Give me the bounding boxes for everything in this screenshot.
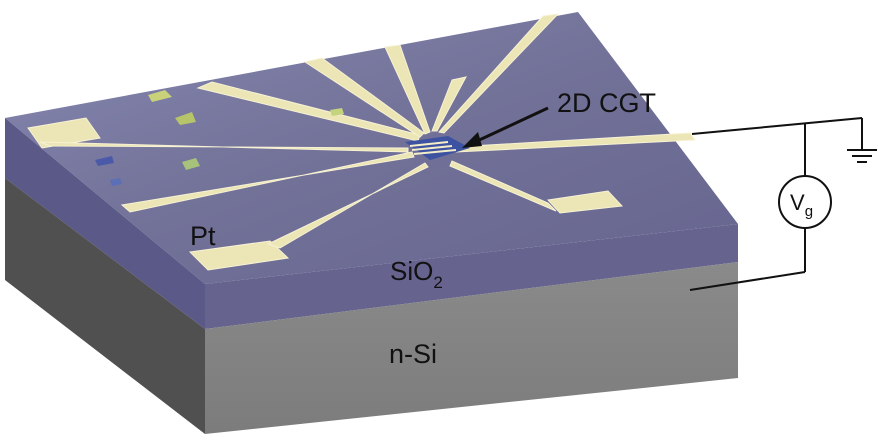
- lead-5: [438, 13, 560, 134]
- silicon-front-face: [205, 262, 738, 434]
- lead-10: [449, 160, 557, 212]
- flake-contacts: [409, 141, 457, 155]
- substrate-label: n-Si: [389, 339, 437, 369]
- silicon-left-face: [5, 178, 205, 434]
- voltage-source-icon: Vg: [778, 175, 832, 229]
- flake-label: 2D CGT: [557, 88, 656, 118]
- lead-4: [431, 76, 467, 132]
- electrode-label: Pt: [190, 221, 216, 251]
- pad-left: [27, 117, 101, 149]
- arrow-icon: [462, 106, 549, 148]
- scattered-flakes: [95, 90, 344, 186]
- oxide-left-face: [5, 118, 205, 329]
- gate-voltage-label: Vg: [790, 190, 813, 220]
- pad-bottom-right: [546, 190, 624, 214]
- oxide-label: SiO2: [390, 256, 443, 292]
- pad-bottom-left: [188, 240, 290, 271]
- electrode-leads: [27, 13, 696, 271]
- lead-3: [384, 44, 431, 135]
- lead-7: [120, 151, 415, 213]
- oxide-front-face: [205, 224, 738, 329]
- lead-8: [266, 162, 429, 249]
- lead-9: [39, 141, 409, 153]
- gate-circuit: [689, 117, 863, 291]
- ground-icon: [847, 149, 877, 163]
